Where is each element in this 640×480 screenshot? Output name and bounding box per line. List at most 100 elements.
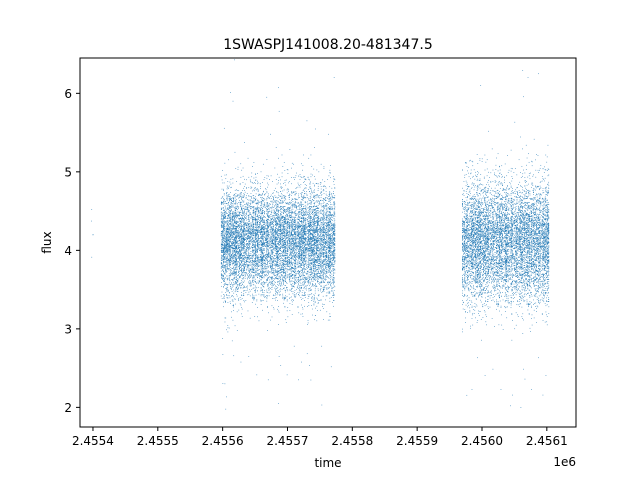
data-point [225, 317, 227, 319]
data-point [249, 273, 251, 275]
data-point [267, 253, 268, 255]
data-point [268, 240, 270, 242]
data-point [259, 231, 260, 233]
data-point [272, 242, 274, 243]
data-point [236, 216, 238, 217]
data-point [258, 259, 260, 261]
data-point [233, 227, 235, 228]
data-point [254, 234, 256, 236]
data-point [271, 207, 273, 209]
data-point [276, 249, 277, 251]
data-point [256, 274, 258, 276]
data-point [244, 242, 245, 244]
data-point [252, 166, 253, 167]
data-point [234, 209, 236, 211]
data-point [256, 374, 258, 376]
data-point [235, 290, 237, 292]
data-point [248, 265, 250, 267]
data-point [272, 264, 273, 265]
data-point [265, 205, 267, 207]
data-point [246, 231, 248, 233]
data-point [252, 190, 253, 192]
data-point [238, 229, 239, 231]
data-point [241, 247, 243, 249]
data-point [230, 239, 232, 240]
data-point [267, 235, 269, 236]
data-point [239, 264, 240, 266]
data-point [247, 207, 248, 209]
data-point [250, 246, 252, 248]
data-point [267, 221, 268, 223]
data-point [236, 261, 238, 263]
data-point [259, 269, 260, 270]
data-point [272, 233, 274, 235]
data-point [224, 250, 226, 252]
data-point [242, 265, 243, 266]
data-point [255, 243, 256, 245]
data-point [273, 298, 275, 299]
data-point [256, 282, 258, 284]
data-point [275, 242, 276, 243]
data-point [248, 237, 250, 239]
data-point [242, 205, 244, 206]
data-point [260, 240, 261, 241]
data-point [237, 240, 239, 241]
data-point [229, 181, 231, 183]
data-point [275, 276, 277, 278]
data-point [268, 312, 269, 314]
data-point [228, 199, 230, 200]
data-point [234, 254, 236, 256]
data-point [228, 238, 229, 240]
data-point [239, 231, 241, 232]
data-point [256, 257, 258, 258]
data-point [237, 222, 239, 224]
data-point [268, 245, 269, 247]
data-point [243, 269, 244, 271]
data-point [233, 232, 235, 233]
data-point [246, 246, 248, 248]
data-point [275, 202, 277, 204]
data-point [272, 232, 273, 234]
data-point [262, 242, 264, 244]
data-point [230, 219, 232, 221]
data-point [226, 203, 227, 204]
data-point [242, 190, 243, 191]
data-point [246, 250, 247, 252]
data-point [268, 231, 270, 233]
data-point [238, 251, 239, 253]
data-point [232, 251, 234, 253]
data-point [238, 202, 240, 203]
data-point [271, 263, 273, 265]
data-point [240, 287, 242, 288]
data-point [236, 267, 237, 269]
data-point [253, 298, 255, 299]
data-point [275, 236, 276, 238]
data-point [252, 220, 254, 222]
data-point [247, 211, 249, 213]
data-point [249, 283, 250, 285]
data-point [248, 244, 250, 245]
data-point [223, 228, 224, 229]
data-point [234, 239, 236, 241]
data-point [269, 179, 270, 180]
data-point [231, 287, 233, 288]
data-point [247, 229, 249, 231]
data-point [257, 214, 258, 216]
data-point [253, 162, 255, 163]
data-point [272, 239, 274, 241]
data-point [228, 242, 229, 244]
data-point [269, 223, 271, 225]
data-point [251, 237, 253, 238]
data-point [276, 271, 278, 273]
data-point [242, 254, 244, 256]
data-point [91, 209, 93, 210]
data-point [241, 283, 243, 285]
data-point [268, 193, 269, 195]
data-point [244, 237, 246, 238]
data-point [236, 247, 237, 249]
data-point [260, 283, 262, 284]
data-point [241, 247, 243, 249]
data-point [257, 226, 259, 227]
data-point [246, 254, 248, 256]
data-point [239, 236, 241, 238]
